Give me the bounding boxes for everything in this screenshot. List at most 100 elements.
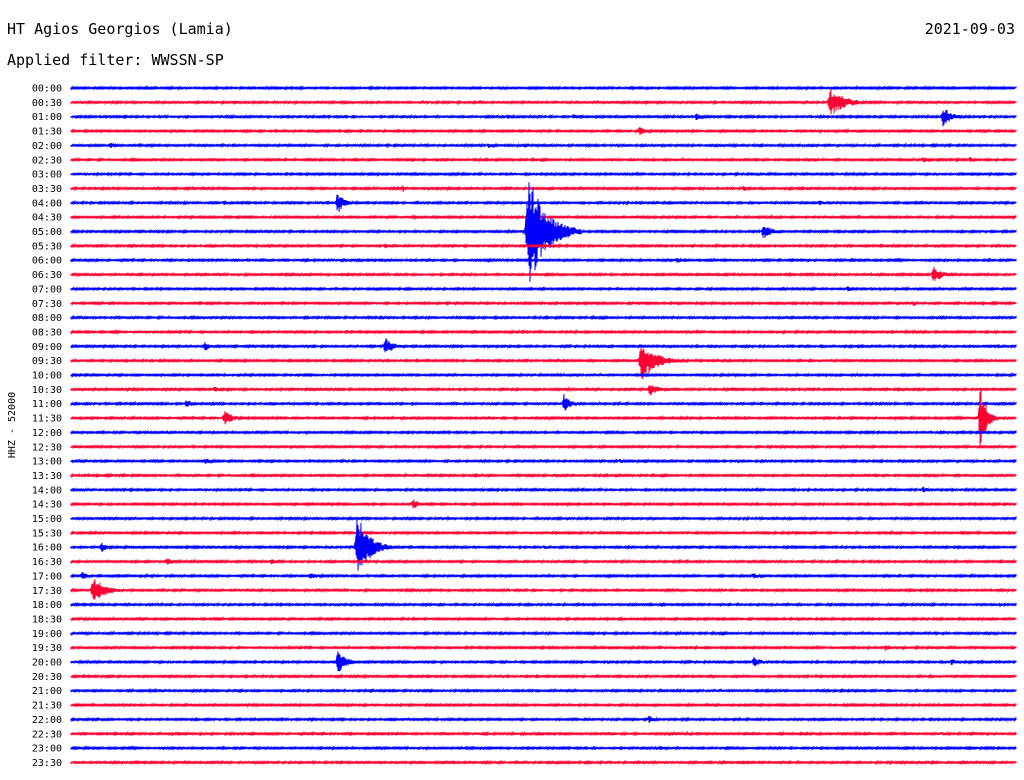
trace-line [70, 110, 1017, 127]
event-mark [968, 159, 971, 161]
event-mark [751, 575, 756, 577]
date-label: 2021-09-03 [924, 20, 1015, 38]
event-mark [108, 331, 114, 333]
trace-line [70, 156, 1017, 163]
row-time-label: 22:30 [32, 729, 62, 740]
trace-line [70, 84, 1017, 92]
row-time-label: 14:00 [32, 485, 62, 496]
trace-line [70, 759, 1017, 766]
row-time-label: 01:30 [32, 127, 62, 138]
event-mark [269, 561, 273, 562]
row-time-label: 19:00 [32, 629, 62, 640]
row-label-group: 00:00 00:30 01:00 01:30 02:00 02:30 03:00 03:30… [32, 84, 62, 769]
trace-line [70, 185, 1017, 192]
event-mark [222, 417, 227, 419]
trace-group [70, 84, 1017, 766]
trace-line [70, 171, 1017, 178]
row-time-label: 22:00 [32, 715, 62, 726]
trace-line [70, 515, 1017, 522]
row-time-label: 13:30 [32, 471, 62, 482]
row-time-label: 16:00 [32, 543, 62, 554]
row-time-label: 03:30 [32, 184, 62, 195]
trace-line [70, 519, 1017, 571]
row-time-label: 10:00 [32, 371, 62, 382]
trace-line [70, 701, 1017, 709]
event-mark [694, 116, 698, 118]
filter-label: Applied filter: WWSSN-SP [7, 51, 224, 69]
trace-line [70, 579, 1017, 600]
trace-line [70, 242, 1017, 249]
event-mark [354, 546, 361, 548]
row-time-label: 11:30 [32, 414, 62, 425]
row-time-label: 13:00 [32, 457, 62, 468]
event-mark [382, 345, 388, 347]
trace-line [70, 257, 1017, 264]
event-mark [401, 187, 404, 189]
event-mark [382, 245, 386, 247]
row-time-label: 23:00 [32, 744, 62, 755]
event-mark [165, 561, 169, 562]
event-mark [940, 733, 944, 735]
trace-line [70, 615, 1017, 622]
trace-line [70, 347, 1017, 379]
event-mark [411, 216, 414, 218]
event-mark [619, 618, 622, 620]
row-time-label: 08:00 [32, 313, 62, 324]
row-time-label: 19:30 [32, 643, 62, 654]
event-mark [99, 546, 103, 548]
row-time-label: 09:30 [32, 356, 62, 367]
trace-line [70, 387, 1017, 446]
event-mark [335, 202, 339, 204]
row-time-label: 02:00 [32, 141, 62, 152]
event-mark [619, 460, 621, 462]
event-mark [940, 116, 945, 118]
row-time-label: 21:00 [32, 686, 62, 697]
trace-line [70, 89, 1017, 115]
trace-line [70, 182, 1017, 282]
trace-line [70, 314, 1017, 321]
trace-line [70, 499, 1017, 509]
row-time-label: 05:00 [32, 227, 62, 238]
row-time-label: 04:30 [32, 213, 62, 224]
trace-line [70, 529, 1017, 536]
event-mark [647, 718, 651, 720]
trace-line [70, 572, 1017, 579]
trace-line [70, 558, 1017, 565]
trace-line [70, 630, 1017, 637]
event-mark [855, 374, 859, 376]
event-mark [656, 747, 663, 749]
event-mark [165, 431, 169, 433]
event-mark [685, 733, 689, 735]
trace-line [70, 443, 1017, 450]
trace-line [70, 458, 1017, 465]
event-mark [931, 274, 936, 275]
trace-line [70, 673, 1017, 680]
event-mark [638, 360, 646, 362]
channel-label: HHZ - 52000 [7, 392, 18, 458]
event-mark [524, 231, 534, 232]
row-time-label: 01:00 [32, 112, 62, 123]
event-mark [949, 661, 953, 663]
event-mark [978, 417, 981, 419]
event-mark [571, 116, 575, 118]
row-time-label: 23:30 [32, 758, 62, 769]
row-time-label: 07:00 [32, 284, 62, 295]
trace-line [70, 300, 1017, 307]
trace-line [70, 338, 1017, 353]
event-mark [817, 202, 821, 204]
row-time-label: 00:30 [32, 98, 62, 109]
event-mark [997, 345, 999, 347]
event-mark [921, 489, 925, 491]
event-mark [543, 546, 545, 548]
event-mark [751, 661, 756, 663]
trace-line [70, 126, 1017, 136]
event-mark [203, 460, 207, 462]
trace-line [70, 266, 1017, 281]
event-mark [184, 403, 188, 405]
row-time-label: 12:30 [32, 442, 62, 453]
event-mark [411, 503, 414, 505]
event-mark [845, 288, 849, 290]
event-mark [912, 302, 914, 304]
row-time-label: 17:30 [32, 586, 62, 597]
row-time-label: 11:00 [32, 399, 62, 410]
